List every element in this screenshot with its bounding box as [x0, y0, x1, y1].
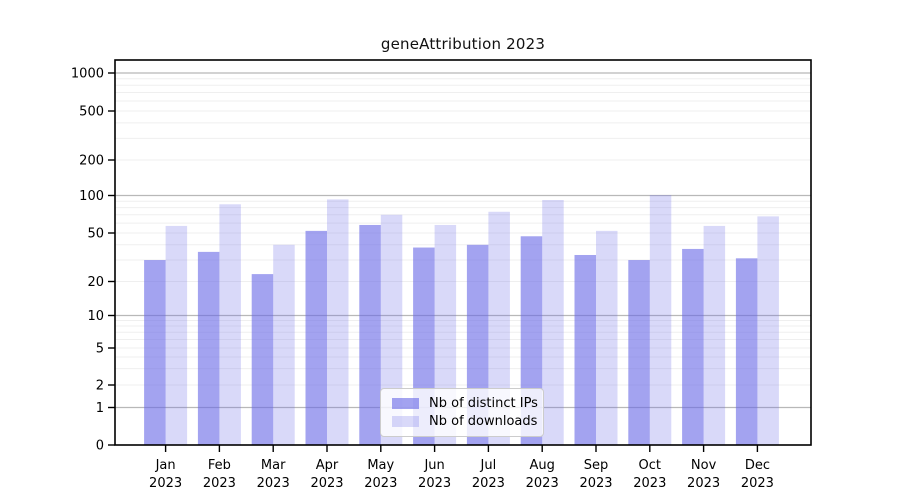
x-tick-label-sep: Sep: [584, 458, 609, 473]
bar-downloads-jan: [165, 225, 188, 445]
y-tick-label-20: 20: [87, 275, 104, 290]
legend-item-distinct-ips: Nb of distinct IPs: [388, 396, 538, 411]
y-tick-label-500: 500: [79, 105, 104, 120]
y-tick-label-50: 50: [87, 227, 104, 242]
x-tick-label-jun-year: 2023: [418, 476, 451, 491]
x-tick-label-feb: Feb: [208, 458, 231, 473]
bar-distinct-ips-jan: [144, 260, 166, 445]
bar-downloads-sep: [596, 230, 618, 445]
x-tick-label-may: May: [367, 458, 394, 473]
x-tick-label-mar-year: 2023: [257, 476, 290, 491]
chart-title: geneAttribution 2023: [380, 35, 546, 53]
legend-item-downloads: Nb of downloads: [388, 414, 538, 430]
bar-downloads-feb: [219, 204, 241, 445]
bar-distinct-ips-sep: [574, 254, 596, 445]
legend-label-distinct-ips: Nb of distinct IPs: [429, 395, 538, 411]
x-tick-label-nov-year: 2023: [687, 476, 720, 491]
x-tick-label-mar: Mar: [261, 458, 286, 473]
x-tick-label-sep-year: 2023: [579, 476, 612, 491]
x-tick-label-jul: Jul: [480, 458, 497, 473]
legend: Nb of distinct IPs Nb of downloads: [380, 388, 544, 437]
bar-downloads-aug: [542, 200, 564, 445]
y-tick-label-200: 200: [79, 154, 104, 169]
bar-distinct-ips-dec: [735, 258, 758, 445]
bar-downloads-apr: [327, 199, 349, 445]
legend-label-downloads: Nb of downloads: [429, 414, 538, 430]
x-tick-label-apr: Apr: [316, 458, 339, 473]
x-tick-label-dec: Dec: [745, 458, 770, 473]
bar-downloads-jul: [488, 211, 510, 445]
y-tick-label-10: 10: [87, 309, 104, 324]
bar-distinct-ips-apr: [305, 230, 327, 445]
y-tick-label-2: 2: [96, 379, 104, 394]
x-tick-label-nov: Nov: [691, 458, 717, 473]
bar-downloads-nov: [703, 225, 726, 445]
x-tick-label-apr-year: 2023: [310, 476, 343, 491]
bar-distinct-ips-feb: [197, 251, 220, 445]
x-tick-label-aug: Aug: [530, 458, 555, 473]
x-tick-label-oct: Oct: [639, 458, 661, 473]
y-tick-label-100: 100: [79, 189, 104, 204]
x-tick-label-dec-year: 2023: [741, 476, 774, 491]
legend-swatch-downloads: [392, 416, 419, 428]
legend-swatch-distinct-ips: [392, 397, 419, 409]
y-tick-label-1: 1: [96, 401, 104, 416]
x-tick-label-jul-year: 2023: [472, 476, 505, 491]
x-tick-label-feb-year: 2023: [203, 476, 236, 491]
bar-distinct-ips-may: [359, 224, 381, 445]
y-tick-label-5: 5: [96, 342, 104, 357]
bar-downloads-oct: [649, 194, 672, 445]
x-tick-label-jan: Jan: [155, 458, 176, 473]
plot-border: [114, 59, 812, 446]
y-tick-label-0: 0: [96, 439, 104, 454]
x-tick-label-aug-year: 2023: [526, 476, 559, 491]
x-tick-label-jan-year: 2023: [149, 476, 182, 491]
bar-distinct-ips-nov: [682, 248, 704, 445]
x-tick-label-jun: Jun: [423, 458, 444, 473]
bar-downloads-mar: [273, 244, 295, 445]
x-tick-label-oct-year: 2023: [633, 476, 666, 491]
bar-downloads-may: [380, 214, 403, 445]
x-tick-label-may-year: 2023: [364, 476, 397, 491]
bar-downloads-dec: [757, 216, 779, 445]
bar-distinct-ips-oct: [628, 260, 650, 445]
y-tick-label-1000: 1000: [71, 67, 104, 82]
bar-distinct-ips-mar: [251, 274, 274, 445]
